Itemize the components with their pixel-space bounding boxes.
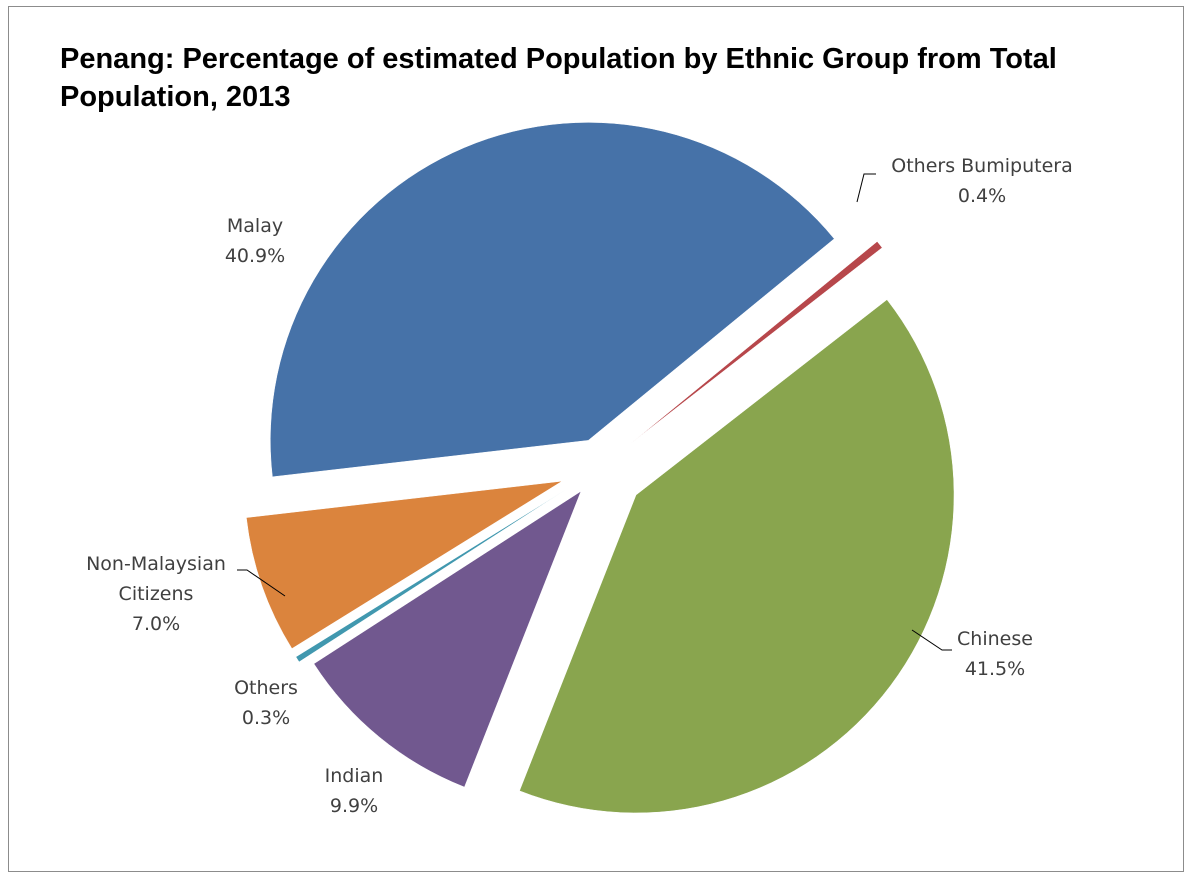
data-label-non-malaysian-citizens: Non-Malaysian Citizens 7.0% [86, 553, 226, 635]
data-label-indian: Indian 9.9% [325, 765, 384, 817]
chart-title: Penang: Percentage of estimated Populati… [60, 43, 1057, 113]
leader-line-others-bumiputera [856, 173, 876, 203]
leader-line-chinese [911, 629, 952, 651]
pie-slice-chinese [519, 299, 955, 814]
data-label-chinese: Chinese 41.5% [957, 628, 1033, 680]
pie-slice-others-bumiputera [631, 241, 883, 444]
pie-slice-indian [313, 490, 582, 788]
pie-slice-others [295, 489, 567, 663]
leader-line-non-malaysian-citizens [237, 569, 286, 597]
pie-slice-malay [270, 122, 835, 478]
data-label-others-bumiputera: Others Bumiputera 0.4% [891, 155, 1072, 207]
data-label-malay: Malay 40.9% [225, 215, 285, 267]
pie-slice-non-malaysian-citizens [246, 480, 563, 649]
data-label-others: Others 0.3% [234, 677, 298, 729]
